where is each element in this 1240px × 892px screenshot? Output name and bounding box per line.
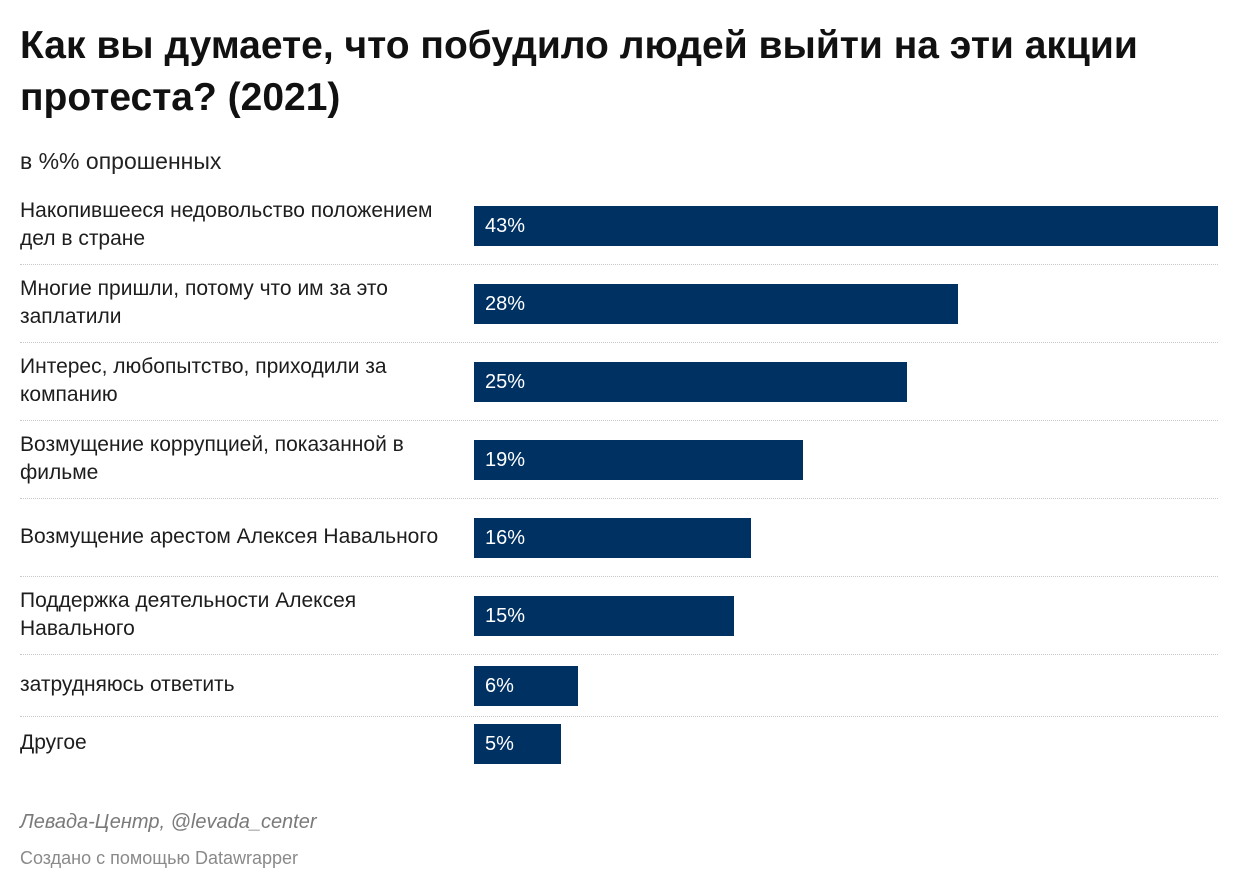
bar <box>474 666 578 706</box>
bar <box>474 284 958 324</box>
category-label: затрудняюсь ответить <box>20 673 235 696</box>
bar-value-label: 28% <box>485 293 526 315</box>
category-label: Интерес, любопытство, приходили за компа… <box>20 355 387 406</box>
category-label: Другое <box>20 731 87 754</box>
row-divider <box>20 264 1218 265</box>
bar <box>474 724 561 764</box>
row-divider <box>20 576 1218 577</box>
category-label: Многие пришли, потому что им за это запл… <box>20 277 388 328</box>
chart-title: Как вы думаете, что побудило людей выйти… <box>20 24 1138 119</box>
row-divider <box>20 716 1218 717</box>
chart-subtitle: в %% опрошенных <box>20 148 222 174</box>
bar-value-label: 15% <box>485 605 526 627</box>
category-label: Возмущение арестом Алексея Навального <box>20 525 439 548</box>
bar-value-label: 19% <box>485 449 526 471</box>
row-divider <box>20 342 1218 343</box>
source-note: Левада-Центр, @levada_center <box>20 811 317 833</box>
bar <box>474 206 1218 246</box>
category-label: Поддержка деятельности Алексея Навальног… <box>20 589 357 640</box>
bar-value-label: 16% <box>485 527 526 549</box>
row-divider <box>20 654 1218 655</box>
category-label: Накопившееся недовольство положением дел… <box>20 199 433 250</box>
bar <box>474 362 907 402</box>
bar <box>474 518 751 558</box>
bar-value-label: 25% <box>485 371 526 393</box>
row-divider <box>20 498 1218 499</box>
category-label: Возмущение коррупцией, показанной в филь… <box>20 433 404 484</box>
bar <box>474 596 734 636</box>
bar-value-label: 43% <box>485 215 526 237</box>
datawrapper-credit[interactable]: Создано с помощью Datawrapper <box>20 848 299 868</box>
bar <box>474 440 803 480</box>
row-divider <box>20 420 1218 421</box>
bar-value-label: 5% <box>485 733 514 755</box>
bar-value-label: 6% <box>485 675 514 697</box>
